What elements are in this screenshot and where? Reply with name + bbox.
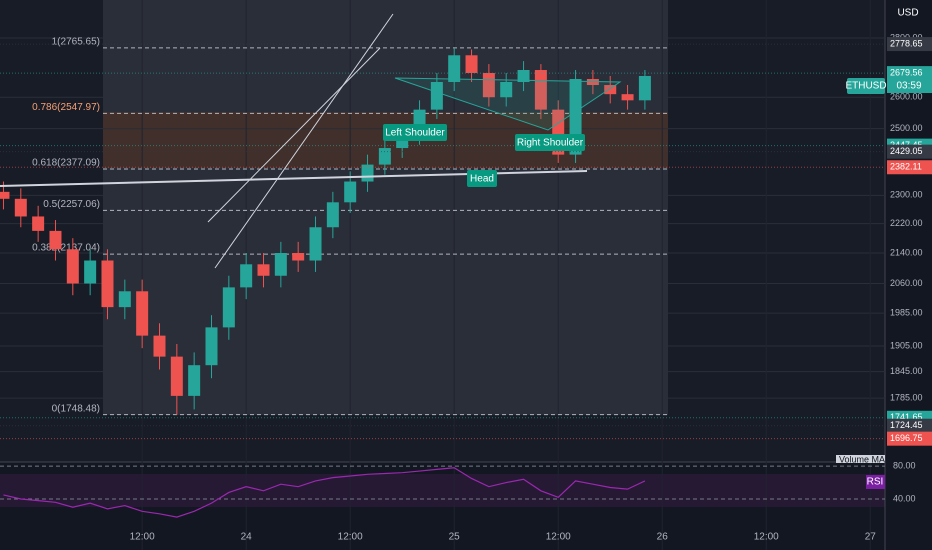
y-tick-label: 1905.00 [890, 340, 923, 350]
annotation: Left Shoulder [385, 128, 445, 139]
candle-body [500, 81, 513, 98]
candle-body [638, 75, 651, 101]
y-tick-label: 1785.00 [890, 392, 923, 402]
candle-body [482, 72, 495, 98]
candle-body [326, 202, 339, 228]
fib-label: 0.382(2137.04) [32, 243, 100, 254]
rsi-band [0, 474, 885, 507]
candle-body [621, 94, 634, 101]
x-tick-label: 12:00 [338, 532, 363, 543]
candle-body [170, 356, 183, 396]
channel-line [207, 47, 381, 223]
candle-body [378, 148, 391, 165]
y-tick-label: 2220.00 [890, 218, 923, 228]
annotation-bg [383, 124, 447, 141]
candle-body [274, 253, 287, 276]
volume-ma-label: Volume MA [839, 454, 885, 464]
price-tag-label: 2429.05 [890, 146, 923, 156]
price-tag [887, 144, 932, 159]
candle-body [136, 291, 149, 336]
annotation: Head [470, 174, 494, 185]
fib-label: 0.786(2547.97) [32, 102, 100, 113]
y-tick-label: 2500.00 [890, 123, 923, 133]
rsi-tick-label: 80.00 [893, 460, 916, 470]
x-tick-label: 24 [241, 532, 253, 543]
fib-label: 0.618(2377.09) [32, 158, 100, 169]
candle-body [240, 264, 253, 288]
price-tag-label: 2679.56 [890, 67, 923, 77]
rsi-line [3, 467, 646, 518]
price-tag [887, 37, 932, 52]
price-tag [887, 66, 932, 81]
candle-body [101, 260, 114, 308]
candle-body [222, 287, 235, 328]
countdown-tag [887, 79, 932, 93]
price-tag [887, 418, 932, 433]
candle-body [153, 335, 166, 357]
x-tick-label: 27 [865, 532, 877, 543]
candle-body [66, 249, 79, 284]
x-tick-label: 25 [449, 532, 461, 543]
fib-label: 0.5(2257.06) [43, 199, 100, 210]
fib-zone [103, 0, 668, 415]
price-tag-label: 1741.65 [890, 412, 923, 422]
volume-ma-tag [836, 455, 885, 463]
fib-label: 0(1748.48) [52, 403, 100, 414]
candle-body [430, 81, 443, 110]
y-tick-label: 1845.00 [890, 366, 923, 376]
y-tick-label: 2600.00 [890, 92, 923, 102]
channel-line [214, 13, 394, 269]
x-tick-label: 12:00 [546, 532, 571, 543]
candle-body [257, 264, 270, 276]
candle-body [0, 191, 10, 199]
candle-body [188, 365, 201, 396]
annotation-bg [467, 170, 497, 187]
y-tick-label: 2140.00 [890, 247, 923, 257]
symbol-tag [847, 78, 885, 94]
y-tick-label: 2300.00 [890, 190, 923, 200]
annotation: Right Shoulder [517, 138, 584, 149]
annotation-bg [515, 134, 585, 151]
price-tag-label: 1696.75 [890, 433, 923, 443]
candle-body [344, 181, 357, 203]
price-tag [887, 431, 932, 446]
candle-body [32, 216, 45, 231]
fib-label: 1(2765.65) [52, 36, 100, 47]
candle-body [49, 230, 62, 250]
candle-body [14, 198, 27, 217]
candle-body [84, 260, 97, 284]
price-tag-label: 2778.65 [890, 38, 923, 48]
candle-body [517, 70, 530, 82]
y-tick-label: 2060.00 [890, 278, 923, 288]
rsi-tag [866, 475, 885, 489]
rsi-label: RSI [867, 477, 884, 488]
candle-body [465, 55, 478, 73]
y-tick-label: 1985.00 [890, 308, 923, 318]
price-tag-label: 2382.11 [890, 162, 922, 172]
symbol: ETHUSD [845, 81, 886, 92]
price-tag-label: 1724.45 [890, 420, 923, 430]
candle-body [118, 291, 131, 308]
candle-body [205, 327, 218, 366]
candle-body [534, 70, 547, 110]
x-tick-label: 12:00 [754, 532, 779, 543]
candle-body [448, 55, 461, 82]
x-tick-label: 26 [657, 532, 669, 543]
candle-body [604, 85, 617, 95]
x-tick-label: 12:00 [130, 532, 155, 543]
countdown: 03:59 [896, 81, 921, 92]
candle-body [292, 253, 305, 261]
price-tag [887, 160, 932, 175]
rsi-tick-label: 40.00 [893, 493, 916, 503]
candle-body [309, 227, 322, 261]
triangle-drawing [394, 77, 622, 131]
currency: USD [897, 8, 918, 19]
